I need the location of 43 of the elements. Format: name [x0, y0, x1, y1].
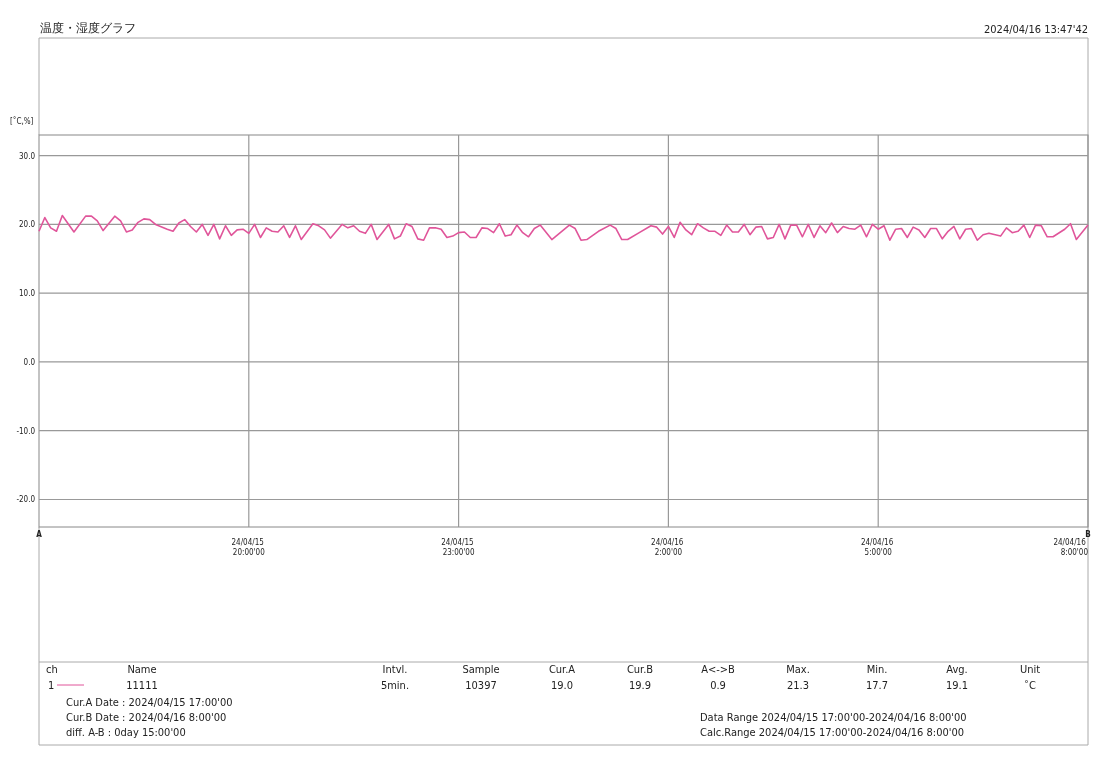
text: 19.9 [628, 679, 652, 692]
text: 11111 [126, 679, 158, 692]
text: Sample [462, 663, 500, 676]
text: 21.3 [786, 679, 810, 692]
x-tick-label: 24/04/16 5:00'00 [860, 538, 896, 557]
y-tick-label: -20.0 [16, 495, 36, 505]
text: Max. [786, 663, 810, 676]
text: Cur.B Date : 2024/04/16 8:00'00 [66, 711, 227, 724]
text: Intvl. [382, 663, 408, 676]
y-tick-label: 30.0 [18, 151, 36, 161]
y-tick-label: 20.0 [18, 220, 36, 230]
text: Avg. [946, 663, 968, 676]
text: Cur.B [626, 663, 654, 676]
x-tick-label: 24/04/16 2:00'00 [651, 538, 686, 557]
text: Unit [1019, 663, 1041, 676]
text: 17.7 [865, 679, 889, 692]
y-tick-label: 10.0 [18, 289, 36, 299]
x-tick-label: 24/04/15 23:00'00 [441, 538, 476, 557]
text: 0.9 [710, 679, 726, 692]
y-tick-label: -10.0 [16, 426, 36, 436]
text: 10397 [465, 679, 497, 692]
text: Calc.Range 2024/04/15 17:00'00-2024/04/16 8:00'00 [700, 726, 965, 739]
text: Cur.A [548, 663, 576, 676]
y-tick-label: 0.0 [23, 357, 36, 367]
text: 19.1 [945, 679, 969, 692]
y-axis-title: [˚C,%] [10, 116, 34, 126]
text: 2024/04/16 13:47'42 [984, 23, 1088, 36]
text: 1 [48, 679, 55, 692]
x-tick-label: 24/04/16 8:00'00 [1053, 538, 1089, 557]
text: Data Range 2024/04/15 17:00'00-2024/04/16 8:00'00 [700, 711, 967, 724]
x-tick-label: 24/04/15 20:00'00 [231, 538, 267, 557]
text: 5min. [380, 679, 410, 692]
text: B [1085, 530, 1091, 539]
text: ˚C [1024, 679, 1037, 692]
text: diff. A-B : 0day 15:00'00 [66, 726, 186, 739]
chart-title: 温度・湿度グラフ [40, 21, 136, 35]
text: Min. [866, 663, 888, 676]
text: A [36, 530, 43, 539]
text: ch [46, 663, 58, 676]
text: Cur.A Date : 2024/04/15 17:00'00 [66, 696, 233, 709]
text: 19.0 [550, 679, 574, 692]
legend-title: Name [127, 663, 157, 676]
text: A<->B [701, 663, 736, 676]
